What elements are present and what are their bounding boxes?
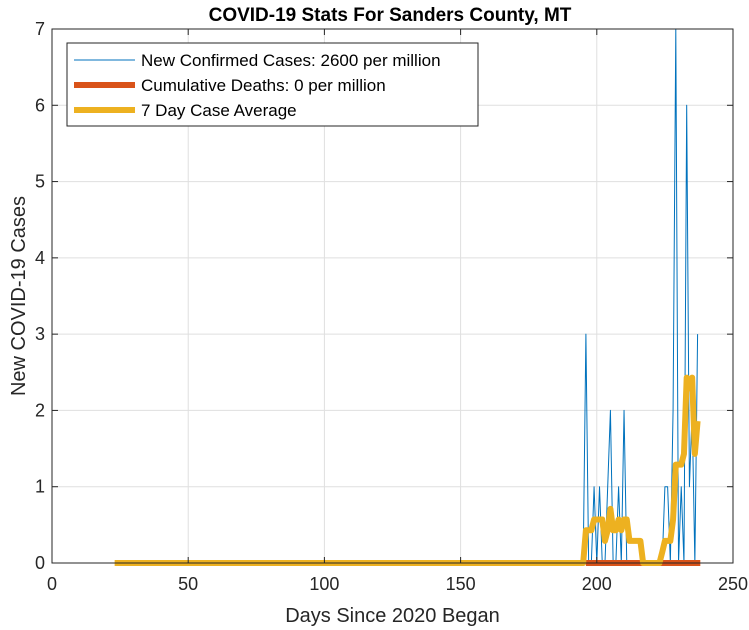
x-tick-label: 0 xyxy=(47,574,57,594)
y-axis-label: New COVID-19 Cases xyxy=(8,196,30,396)
x-tick-label: 50 xyxy=(178,574,198,594)
x-axis-label: Days Since 2020 Began xyxy=(285,605,500,627)
axes-frame xyxy=(51,28,734,564)
x-tick-label: 100 xyxy=(309,574,339,594)
x-tick-label: 150 xyxy=(446,574,476,594)
x-tick-label: 250 xyxy=(718,574,748,594)
chart-title: COVID-19 Stats For Sanders County, MT xyxy=(209,5,572,26)
y-tick-label: 1 xyxy=(35,477,45,497)
legend-label-7-day-average: 7 Day Case Average xyxy=(141,101,297,120)
x-tick-label: 200 xyxy=(582,574,612,594)
axes-box xyxy=(51,28,734,564)
y-tick-label: 7 xyxy=(35,19,45,39)
y-tick-labels: 0 1 2 3 4 5 6 7 xyxy=(35,19,45,573)
y-tick-label: 2 xyxy=(35,400,45,420)
x-tick-labels: 0 50 100 150 200 250 xyxy=(47,574,748,594)
legend-label-cumulative-deaths: Cumulative Deaths: 0 per million xyxy=(141,76,386,95)
y-tick-label: 6 xyxy=(35,95,45,115)
y-tick-label: 0 xyxy=(35,553,45,573)
y-tick-label: 5 xyxy=(35,172,45,192)
series-7-day-average xyxy=(114,374,701,566)
y-tick-label: 3 xyxy=(35,324,45,344)
legend-box xyxy=(66,42,479,127)
legend-label-new-cases: New Confirmed Cases: 2600 per million xyxy=(141,51,441,70)
y-tick-label: 4 xyxy=(35,248,45,268)
legend: New Confirmed Cases: 2600 per million Cu… xyxy=(66,42,479,127)
